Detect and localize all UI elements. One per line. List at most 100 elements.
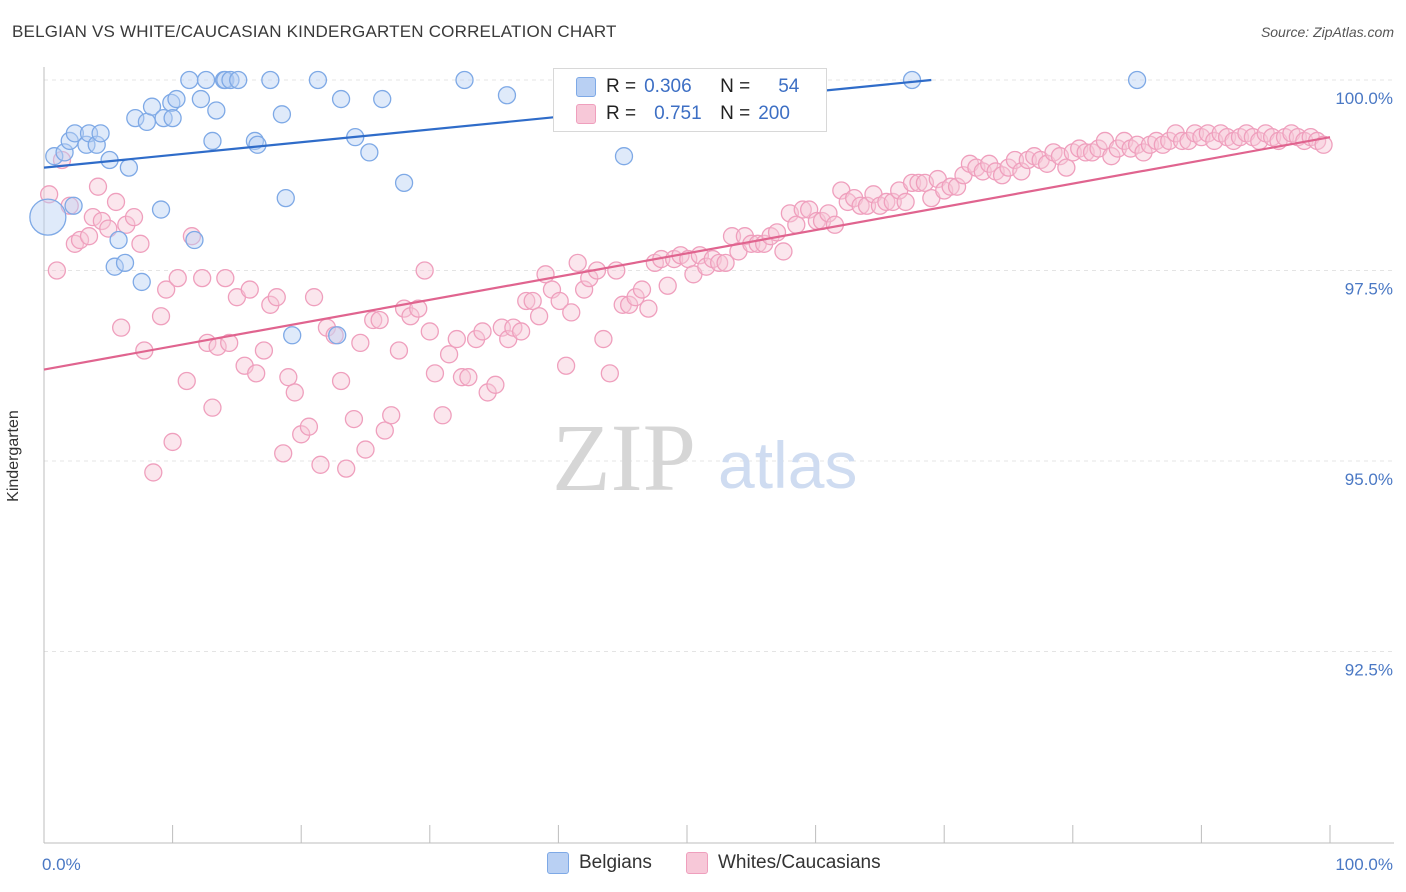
belgian-point [45,147,64,166]
white-point [203,398,222,417]
white-point [344,409,364,429]
white-point [131,234,150,253]
white-point [909,173,928,193]
white-point [486,375,505,394]
white-point [439,345,459,364]
legend-item-belgians[interactable]: Belgians [547,852,652,874]
white-point [941,177,960,196]
white-point [556,356,576,375]
white-point [117,215,136,234]
white-point [124,208,144,227]
white-point [144,463,163,482]
legend-n-value: 54 [778,76,800,97]
y-tick-label: 92.5% [1345,661,1393,680]
belgian-point [207,101,226,120]
belgian-point [331,89,351,109]
white-point [70,230,90,250]
belgian-point [151,200,171,219]
belgian-point [137,112,157,132]
white-point [364,310,383,330]
white-point [216,268,235,288]
legend-n-label: N = [720,76,751,97]
white-point [1005,150,1025,170]
belgian-point [455,70,474,90]
white-point [168,268,187,288]
white-point [594,329,613,349]
white-point [351,333,370,353]
white-point [883,192,902,212]
white-point [370,310,389,330]
belgian-point [77,135,96,154]
belgian-point [328,326,347,345]
white-point [415,261,434,280]
white-point [523,291,542,311]
white-point [401,307,420,326]
white-point [331,371,351,391]
whites-swatch [686,852,708,874]
belgian-point [64,196,83,215]
belgian-point [167,89,186,109]
belgian-point [394,173,414,193]
belgians-swatch [576,77,596,97]
white-point [902,173,922,193]
white-point [1012,162,1031,181]
x-tick-label-max: 100.0% [1335,855,1393,874]
white-point [793,200,812,219]
belgian-point [276,188,295,208]
belgian-point [497,86,517,105]
belgian-point [216,70,235,90]
white-point [639,299,658,318]
white-point [311,455,330,474]
legend-r-label: R = [606,103,637,124]
white-point [511,322,531,341]
belgian-point [115,253,135,273]
legend-row-belgians: R = 0.306 N = 54 [554,74,799,100]
white-point [375,421,394,440]
watermark-atlas: atlas [718,428,857,502]
belgian-point [180,70,199,90]
white-point [220,333,239,353]
legend-item-whites[interactable]: Whites/Caucasians [686,852,881,874]
belgian-point [126,108,145,128]
series-legend: Belgians Whites/Caucasians [0,852,1406,878]
white-point [716,253,735,273]
belgian-point [109,230,128,250]
white-point [877,192,896,212]
white-point [356,440,375,459]
belgian-point [360,143,379,162]
belgian-point [91,124,110,143]
legend-r-value: 0.751 [654,103,702,124]
white-point [88,177,108,196]
white-point [473,322,492,341]
belgian-point [55,143,74,162]
belgian-point [229,70,248,90]
watermark: ZIP atlas [552,404,857,511]
belgian-point [373,89,392,109]
belgian-point [283,326,302,345]
white-point [163,432,182,452]
belgians-swatch [547,852,569,874]
white-point [193,268,212,288]
belgian-point [185,230,204,250]
belgian-point [272,105,292,124]
white-point [452,368,472,387]
white-point [420,322,439,341]
belgian-point [142,97,162,116]
white-point [550,291,569,311]
legend-r-label: R = [606,76,637,97]
belgian-point [902,70,922,90]
white-point [99,219,118,238]
chart-title: BELGIAN VS WHITE/CAUCASIAN KINDERGARTEN … [12,22,617,41]
white-point [632,280,652,299]
series-belgians-points [29,70,1147,345]
white-point [83,208,103,227]
y-tick-label: 97.5% [1345,280,1393,299]
legend-n-value: 200 [758,103,790,124]
white-point [787,215,806,234]
white-point [947,177,967,196]
white-point [151,307,171,326]
tick-labels: 100.0% 97.5% 95.0% 92.5% 0.0% 100.0% [42,89,1393,874]
white-point [819,204,838,223]
white-point [299,417,319,436]
stats-legend: R = 0.306 N = 54 R = 0.751 N = 200 [553,68,827,132]
